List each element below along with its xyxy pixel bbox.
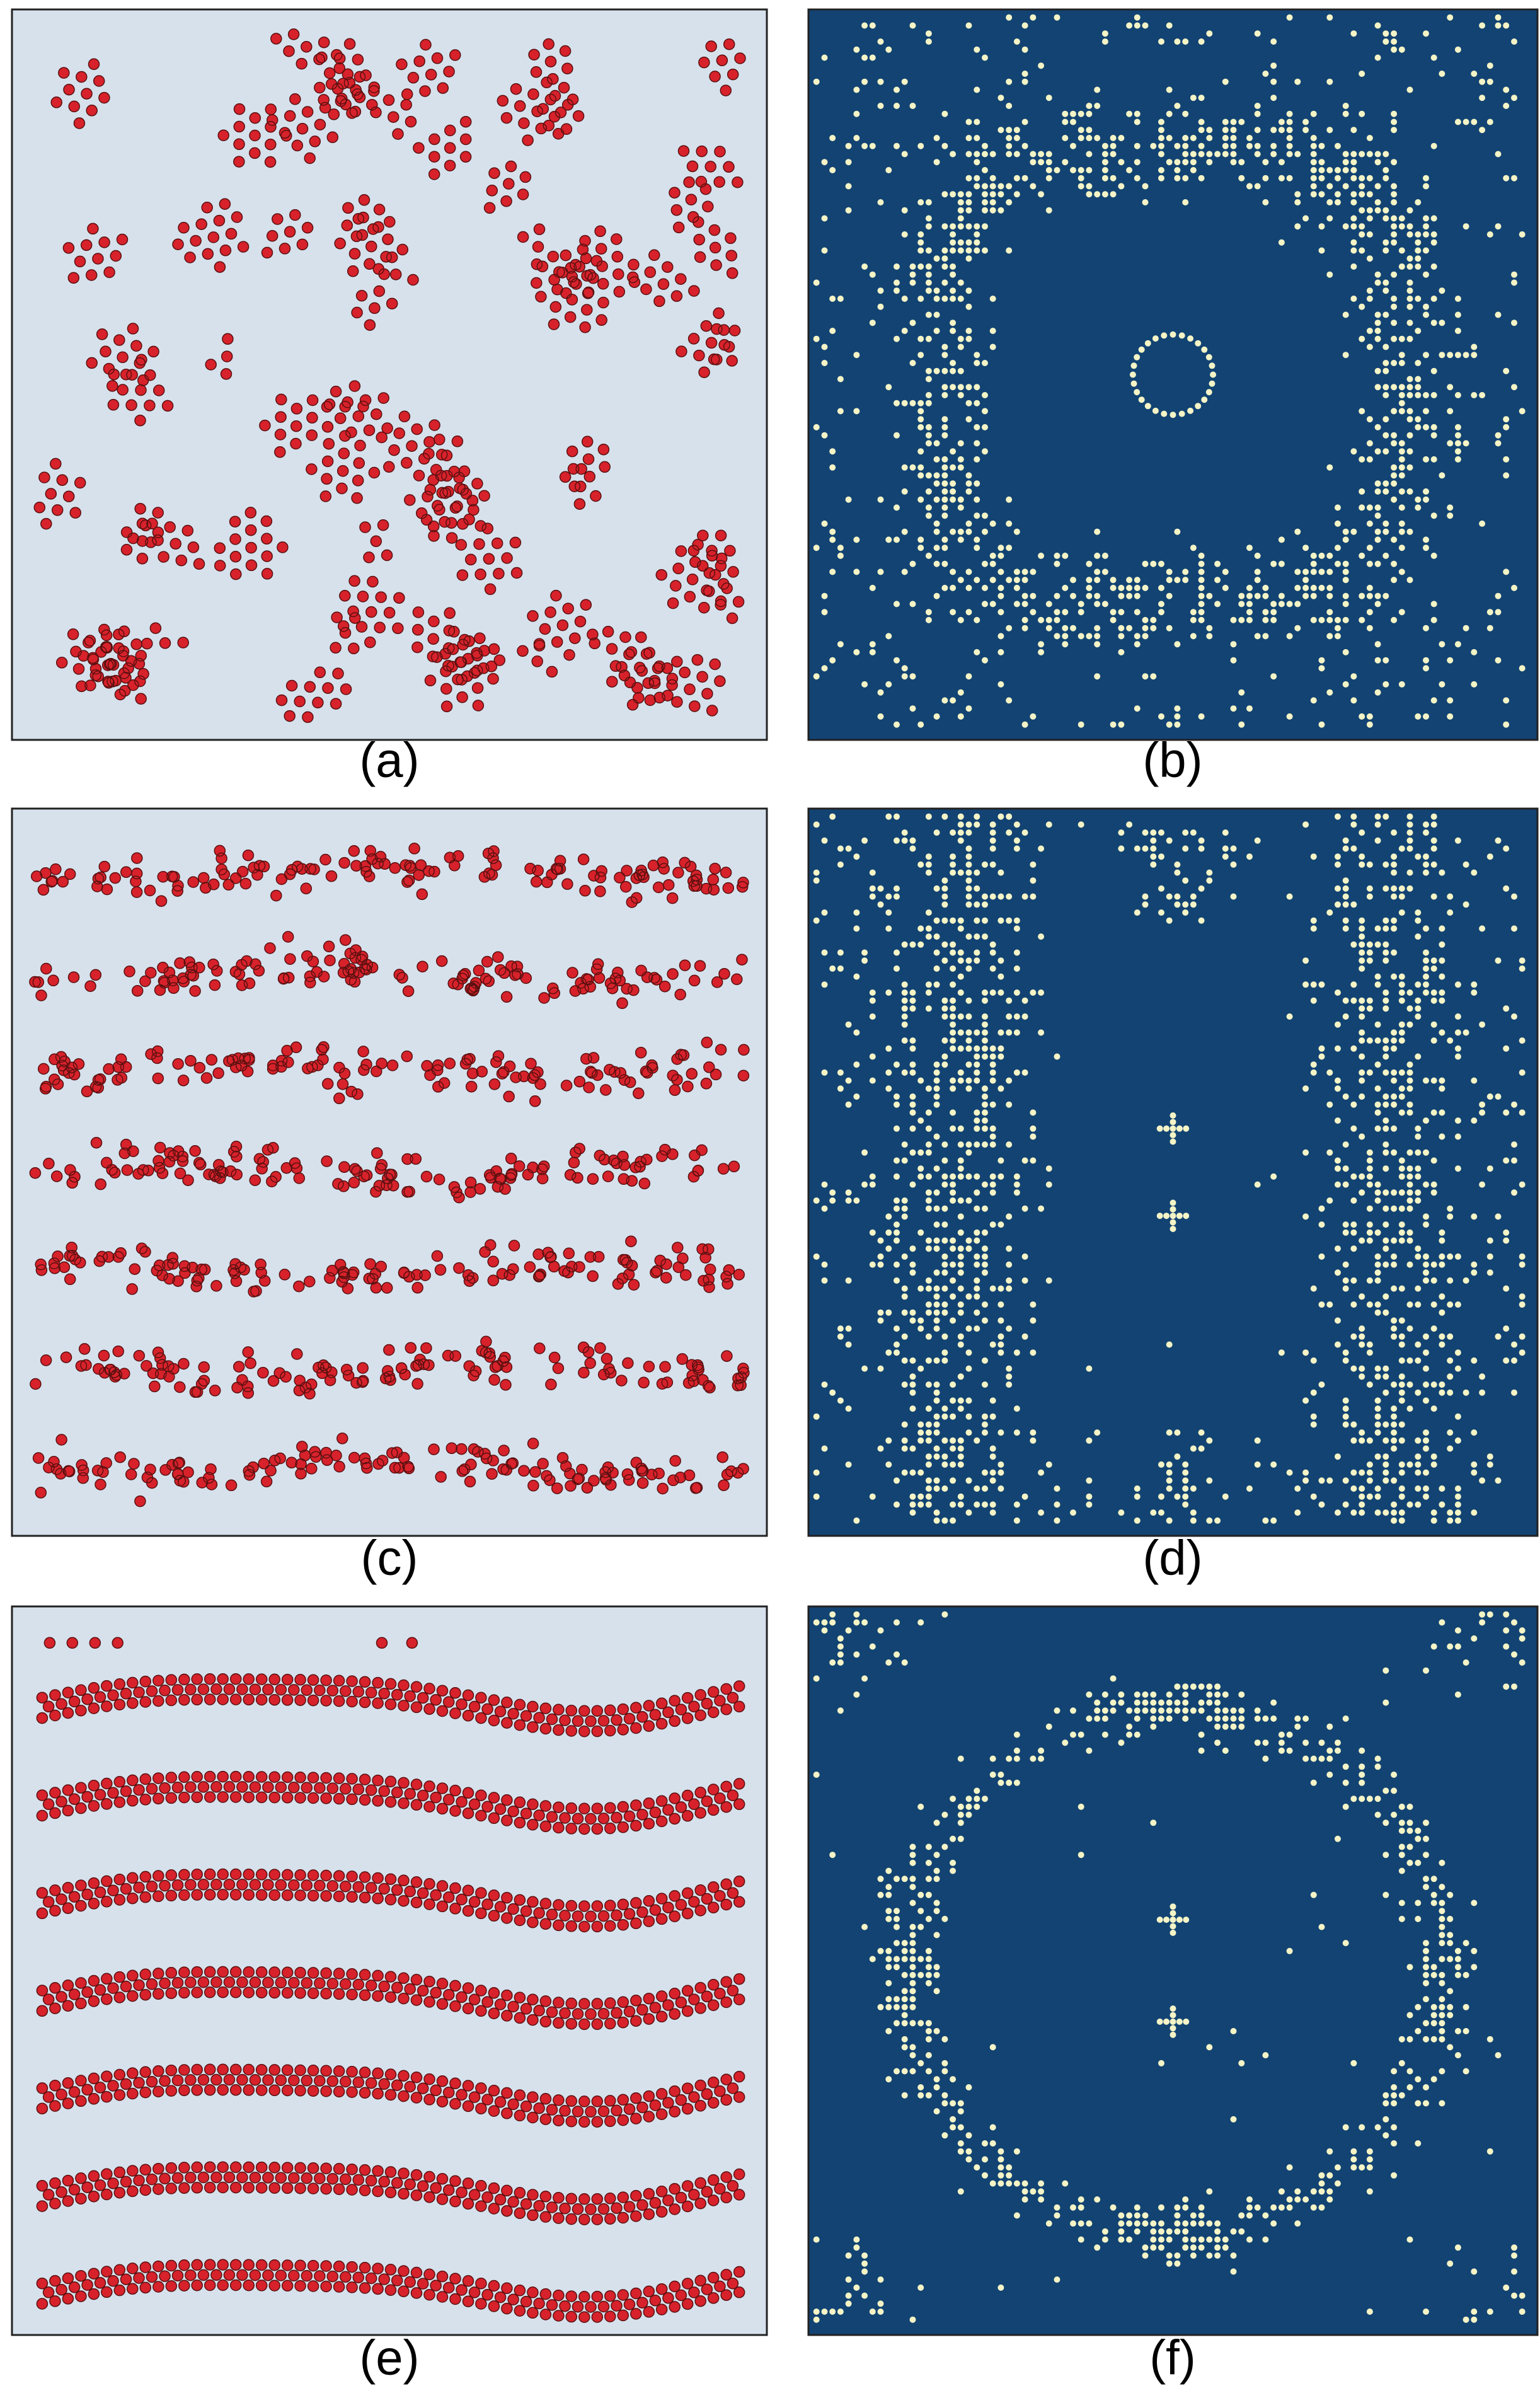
spectrum-dots [813,1611,1526,2323]
panel [807,8,1539,741]
particles [33,28,746,723]
panel [11,8,768,741]
spectrum-dots [813,813,1526,1524]
panel-label: (d) [1142,1530,1202,1586]
panel-label: (c) [361,1530,418,1586]
panel-label: (b) [1142,732,1202,788]
panel [807,807,1539,1537]
panel-label: (a) [359,732,419,788]
panel-label: (e) [359,2330,419,2385]
panel-label: (f) [1149,2330,1196,2385]
panel [11,1605,768,2336]
spectrum-dots [813,14,1526,728]
panel [807,1605,1539,2336]
panel-frame [807,1605,1539,2336]
particles [29,843,750,1507]
particles [36,1637,745,2323]
panel [11,807,768,1537]
panel-frame [807,807,1539,1537]
